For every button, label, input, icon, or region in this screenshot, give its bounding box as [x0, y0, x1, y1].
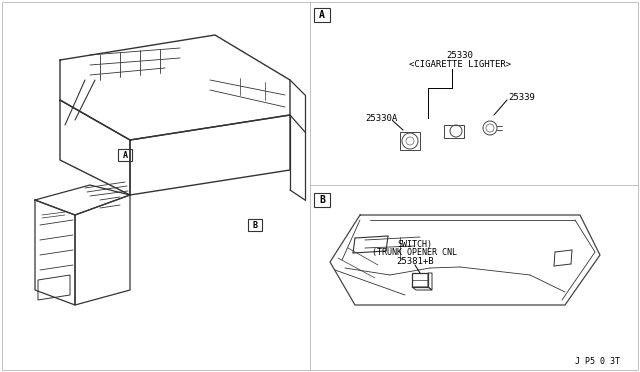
Text: B: B — [319, 195, 325, 205]
Text: (TRUNK OPENER CNL: (TRUNK OPENER CNL — [372, 248, 458, 257]
Text: 25330A: 25330A — [365, 113, 397, 122]
Text: J P5 0 3T: J P5 0 3T — [575, 357, 620, 366]
Text: A: A — [319, 10, 325, 20]
Text: B: B — [253, 221, 257, 230]
Text: 25381+B: 25381+B — [396, 257, 434, 266]
Text: 25330: 25330 — [447, 51, 474, 60]
Bar — [412, 273, 428, 287]
Text: <CIGARETTE LIGHTER>: <CIGARETTE LIGHTER> — [409, 60, 511, 68]
Bar — [248, 219, 262, 231]
Text: SWITCH): SWITCH) — [397, 241, 433, 250]
Bar — [314, 193, 330, 207]
Text: 25339: 25339 — [508, 93, 535, 102]
Bar — [118, 149, 132, 161]
Text: A: A — [122, 151, 127, 160]
Bar — [314, 8, 330, 22]
